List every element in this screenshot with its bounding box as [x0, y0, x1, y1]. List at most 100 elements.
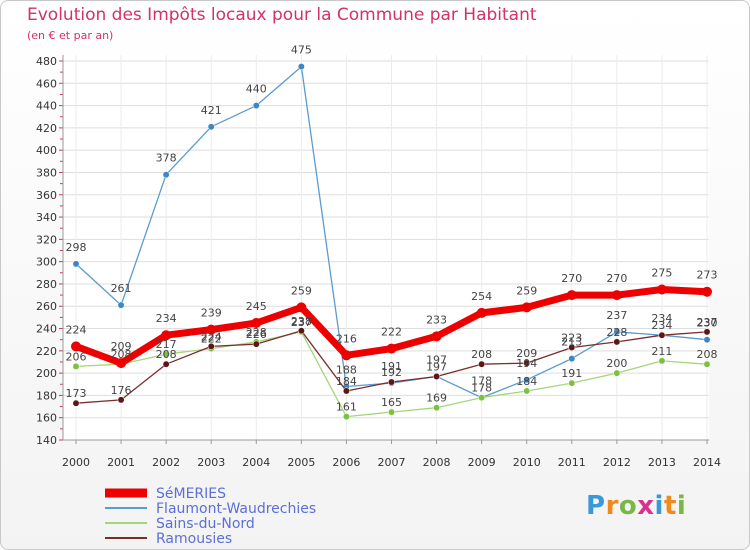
y-tick-label: 200 — [36, 367, 57, 380]
data-point-ramousies — [568, 344, 576, 351]
data-point-sains-du-nord — [658, 357, 666, 365]
data-label-sains-du-nord: 217 — [156, 338, 177, 351]
data-point-sains-du-nord — [162, 350, 170, 358]
x-tick-label: 2008 — [423, 456, 451, 469]
chart-subtitle: (en € et par an) — [27, 29, 114, 42]
y-tick-label: 480 — [36, 55, 57, 68]
data-point-ramousies — [342, 387, 350, 395]
data-label-sains-du-nord: 169 — [426, 392, 447, 405]
data-label-flaumont-waudrechies: 194 — [516, 357, 537, 370]
x-tick-label: 2011 — [558, 456, 586, 469]
data-label-flaumont-waudrechies: 421 — [201, 104, 222, 117]
data-point-ramousies — [72, 399, 80, 407]
data-point-sains-du-nord — [433, 404, 441, 412]
data-label-flaumont-waudrechies: 197 — [426, 353, 447, 366]
data-label-sains-du-nord: 200 — [606, 357, 627, 370]
data-point-semeries — [566, 290, 577, 301]
data-label-ramousies: 223 — [561, 331, 582, 344]
data-point-flaumont-waudrechies — [568, 355, 576, 363]
chart-title: Evolution des Impôts locaux pour la Comm… — [27, 5, 537, 25]
data-point-ramousies — [162, 360, 170, 368]
data-point-semeries — [206, 324, 217, 335]
data-point-ramousies — [297, 327, 305, 335]
data-point-semeries — [656, 284, 667, 295]
data-point-sains-du-nord — [478, 394, 486, 402]
y-tick-label: 140 — [36, 434, 57, 447]
data-label-flaumont-waudrechies: 213 — [561, 336, 582, 349]
x-tick-label: 2004 — [242, 456, 270, 469]
data-point-semeries — [71, 341, 81, 352]
data-label-sains-du-nord: 161 — [336, 401, 357, 414]
data-label-ramousies: 208 — [156, 348, 177, 361]
data-label-semeries: 233 — [426, 313, 447, 326]
y-tick-label: 440 — [36, 100, 57, 113]
x-tick-label: 2014 — [693, 456, 721, 469]
data-label-sains-du-nord: 211 — [651, 345, 672, 358]
data-point-ramousies — [523, 359, 531, 367]
data-label-flaumont-waudrechies: 261 — [111, 282, 132, 295]
data-label-ramousies: 226 — [246, 328, 267, 341]
data-point-sains-du-nord — [703, 360, 711, 368]
data-label-sains-du-nord: 208 — [111, 348, 132, 361]
data-label-ramousies: 176 — [111, 384, 132, 397]
proxiti-logo: Proxiti — [586, 491, 687, 521]
x-tick-label: 2009 — [468, 456, 496, 469]
x-tick-label: 2006 — [332, 456, 360, 469]
y-tick-label: 360 — [36, 189, 57, 202]
data-point-sains-du-nord — [523, 387, 531, 395]
y-tick-label: 300 — [36, 256, 57, 269]
x-tick-label: 2002 — [152, 456, 180, 469]
data-point-ramousies — [252, 340, 260, 348]
data-point-semeries — [296, 302, 307, 313]
data-label-flaumont-waudrechies: 475 — [291, 44, 312, 57]
plot-area — [63, 55, 709, 440]
x-tick-label: 2005 — [287, 456, 315, 469]
data-point-semeries — [251, 317, 262, 328]
y-tick-label: 420 — [36, 122, 57, 135]
data-point-flaumont-waudrechies — [252, 102, 260, 110]
data-label-sains-du-nord: 208 — [697, 348, 718, 361]
data-point-flaumont-waudrechies — [613, 328, 621, 336]
data-label-semeries: 224 — [66, 323, 87, 336]
y-tick-label: 160 — [36, 412, 57, 425]
data-label-sains-du-nord: 237 — [291, 316, 312, 329]
data-point-sains-du-nord — [568, 379, 576, 387]
data-label-flaumont-waudrechies: 378 — [156, 152, 177, 165]
y-tick-label: 460 — [36, 77, 57, 90]
data-label-semeries: 259 — [516, 284, 537, 297]
y-tick-label: 340 — [36, 211, 57, 224]
data-point-sains-du-nord — [388, 408, 395, 416]
y-tick-label: 400 — [36, 144, 57, 157]
data-label-semeries: 209 — [111, 340, 132, 353]
data-point-semeries — [521, 302, 532, 313]
data-label-ramousies: 184 — [336, 375, 357, 388]
data-label-flaumont-waudrechies: 234 — [651, 312, 672, 325]
y-tick-label: 240 — [36, 323, 57, 336]
data-point-flaumont-waudrechies — [523, 376, 531, 384]
data-label-semeries: 216 — [336, 332, 357, 345]
data-point-flaumont-waudrechies — [297, 63, 305, 71]
data-point-flaumont-waudrechies — [703, 336, 711, 344]
data-point-semeries — [341, 350, 352, 361]
y-tick-label: 220 — [36, 345, 57, 358]
data-label-sains-du-nord: 178 — [471, 382, 492, 395]
x-tick-label: 2012 — [603, 456, 631, 469]
data-label-ramousies: 173 — [66, 387, 87, 400]
data-point-ramousies — [433, 373, 441, 380]
data-label-flaumont-waudrechies: 440 — [246, 83, 267, 96]
data-label-ramousies: 228 — [606, 326, 627, 339]
y-tick-label: 380 — [36, 166, 57, 179]
data-label-ramousies: 197 — [426, 360, 447, 373]
data-point-sains-du-nord — [342, 413, 350, 421]
y-tick-label: 180 — [36, 389, 57, 402]
data-point-semeries — [161, 330, 172, 341]
data-label-semeries: 275 — [651, 267, 672, 280]
data-point-ramousies — [117, 396, 125, 404]
y-tick-label: 320 — [36, 233, 57, 246]
data-point-flaumont-waudrechies — [72, 260, 80, 268]
data-label-semeries: 222 — [381, 326, 402, 339]
data-label-semeries: 234 — [156, 312, 177, 325]
data-point-ramousies — [703, 328, 711, 336]
y-tick-label: 260 — [36, 300, 57, 313]
